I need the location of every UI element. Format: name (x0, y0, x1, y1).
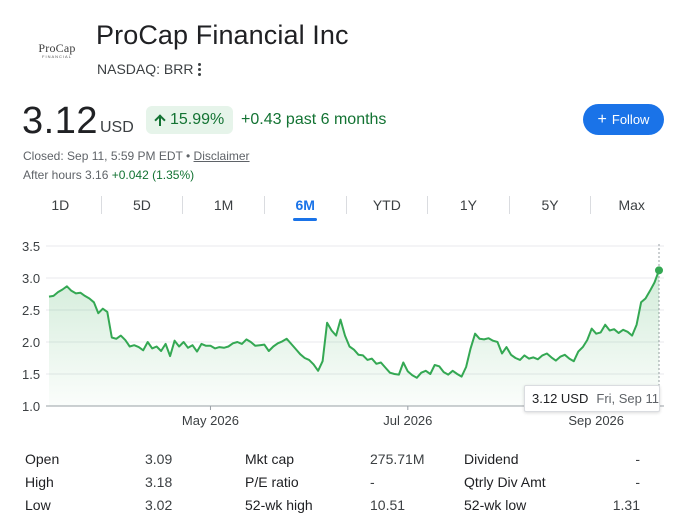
absolute-change: +0.43 past 6 months (241, 111, 387, 128)
logo-subtext: FINANCIAL (42, 54, 72, 59)
follow-label: Follow (611, 112, 650, 127)
stat-label-open: Open (25, 451, 60, 467)
stat-value-pe-ratio: - (370, 474, 375, 490)
stats-row: Open 3.09 Mkt cap 275.71M Dividend - (24, 448, 654, 471)
tab-divider (100, 196, 102, 214)
tab-ytd[interactable]: YTD (372, 197, 401, 213)
closed-time: Closed: Sep 11, 5:59 PM EDT (23, 149, 183, 163)
separator-dot: • (185, 149, 191, 163)
plus-icon: + (597, 110, 607, 128)
x-tick-label: Jul 2026 (383, 413, 432, 428)
stat-label-dividend: Dividend (464, 451, 519, 467)
stat-value-dividend: - (635, 451, 640, 467)
tooltip-value: 3.12 USD (532, 391, 589, 406)
x-tick-label: Sep 2026 (568, 413, 624, 428)
key-stats: Open 3.09 Mkt cap 275.71M Dividend - Hig… (24, 448, 654, 517)
disclaimer-link[interactable]: Disclaimer (193, 149, 250, 163)
after-hours-change: +0.042 (1.35%) (111, 168, 195, 182)
price-line (48, 269, 660, 379)
chart-tooltip: 3.12 USD Fri, Sep 11 (524, 385, 660, 412)
tab-max[interactable]: Max (618, 197, 645, 213)
after-hours: After hours 3.16 +0.042 (1.35%) (23, 168, 194, 182)
tab-divider (182, 196, 184, 214)
ticker-symbol: NASDAQ: BRR (97, 61, 194, 77)
tab-divider (508, 196, 510, 214)
y-tick-label: 3.0 (22, 271, 40, 286)
range-tabs: 1D 5D 1M 6M YTD 1Y 5Y Max (20, 190, 672, 220)
y-tick-label: 1.5 (22, 367, 40, 382)
stat-value-low: 3.02 (145, 497, 173, 513)
stat-label-52wk-low: 52-wk low (464, 497, 527, 513)
stat-value-qtrly-div: - (635, 474, 640, 490)
tab-1d[interactable]: 1D (51, 197, 70, 213)
after-hours-price: After hours 3.16 (23, 168, 109, 182)
stat-label-low: Low (25, 497, 51, 513)
stat-value-mkt-cap: 275.71M (370, 451, 425, 467)
more-vert-icon[interactable] (194, 60, 204, 78)
stock-header: ProCap FINANCIAL ProCap Financial Inc NA… (24, 18, 664, 82)
y-tick-label: 2.0 (22, 335, 40, 350)
market-status: Closed: Sep 11, 5:59 PM EDT • Disclaimer (23, 149, 250, 163)
company-name: ProCap Financial Inc (96, 20, 349, 50)
stat-value-52wk-high: 10.51 (370, 497, 406, 513)
tab-6m[interactable]: 6M (265, 190, 346, 220)
tab-divider (345, 196, 347, 214)
stat-label-high: High (25, 474, 54, 490)
percent-change-badge: 15.99% (146, 106, 234, 134)
y-tick-label: 2.5 (22, 303, 40, 318)
tab-1m[interactable]: 1M (213, 197, 234, 213)
tab-5d[interactable]: 5D (132, 197, 151, 213)
tab-divider (590, 196, 592, 214)
stat-value-52wk-low: 1.31 (612, 497, 640, 513)
follow-button[interactable]: + Follow (583, 104, 664, 135)
stat-label-mkt-cap: Mkt cap (245, 451, 295, 467)
price-area (49, 270, 659, 406)
stats-row: High 3.18 P/E ratio - Qtrly Div Amt - (24, 471, 654, 494)
currency-label: USD (100, 119, 134, 136)
y-tick-label: 1.0 (22, 399, 40, 414)
price-chart[interactable]: 1.0 1.5 2.0 2.5 3.0 3.5 May 2026 Jul 2026 Sep 2… (0, 236, 680, 436)
tab-5y[interactable]: 5Y (541, 197, 559, 213)
stat-value-high: 3.18 (145, 474, 173, 490)
logo-wordmark: ProCap (38, 41, 76, 55)
percent-change: 15.99% (170, 111, 225, 128)
stat-value-open: 3.09 (145, 451, 173, 467)
x-tick-label: May 2026 (182, 413, 239, 428)
last-price-marker (655, 266, 663, 275)
stats-row: Low 3.02 52-wk high 10.51 52-wk low 1.31 (24, 494, 654, 517)
tab-divider (427, 196, 429, 214)
current-price: 3.12 (22, 100, 98, 142)
arrow-up-icon (154, 113, 166, 127)
company-logo: ProCap FINANCIAL (32, 42, 82, 59)
stat-label-qtrly-div: Qtrly Div Amt (464, 474, 546, 490)
tab-1y[interactable]: 1Y (459, 197, 477, 213)
stat-label-pe-ratio: P/E ratio (245, 474, 299, 490)
tooltip-date: Fri, Sep 11 (596, 391, 659, 406)
stat-label-52wk-high: 52-wk high (245, 497, 313, 513)
y-tick-label: 3.5 (22, 239, 40, 254)
